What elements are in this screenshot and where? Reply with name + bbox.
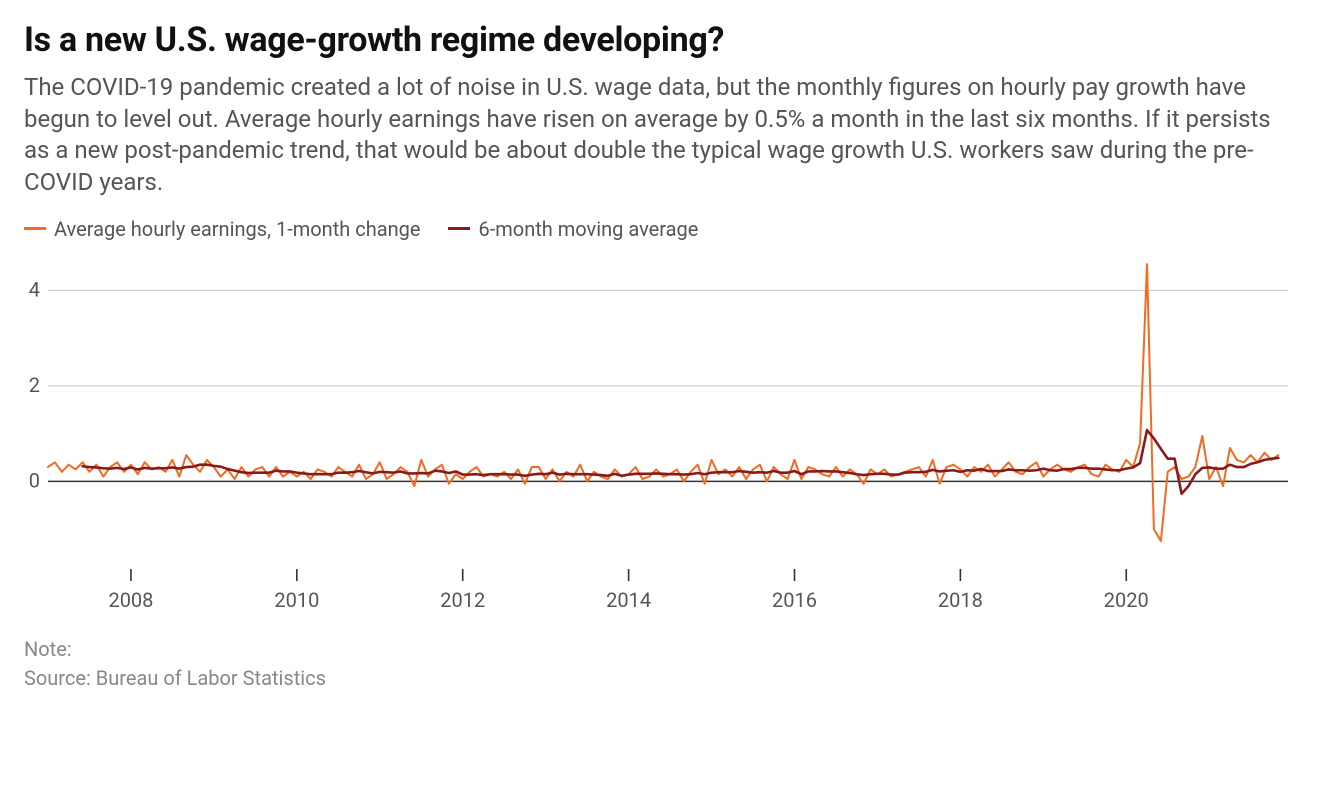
chart-footer: Note: Source: Bureau of Labor Statistics xyxy=(24,635,1296,693)
legend-label-series2: 6-month moving average xyxy=(478,217,698,241)
svg-text:2012: 2012 xyxy=(440,588,485,612)
legend-label-series1: Average hourly earnings, 1-month change xyxy=(54,217,420,241)
svg-text:2014: 2014 xyxy=(606,588,651,612)
legend-item-series2: 6-month moving average xyxy=(448,217,698,241)
svg-text:2010: 2010 xyxy=(274,588,319,612)
svg-text:2020: 2020 xyxy=(1104,588,1149,612)
svg-text:2: 2 xyxy=(29,373,40,397)
svg-text:2018: 2018 xyxy=(938,588,983,612)
svg-text:2016: 2016 xyxy=(772,588,817,612)
chart-description: The COVID-19 pandemic created a lot of n… xyxy=(24,72,1294,199)
footer-source: Source: Bureau of Labor Statistics xyxy=(24,664,1296,693)
legend: Average hourly earnings, 1-month change … xyxy=(24,217,1296,241)
legend-swatch-series2 xyxy=(448,227,470,230)
legend-swatch-series1 xyxy=(24,227,46,230)
legend-item-series1: Average hourly earnings, 1-month change xyxy=(24,217,420,241)
chart-area: 0 2 4 2008 2010 2012 2014 2016 2018 2020 xyxy=(24,247,1296,621)
svg-text:2008: 2008 xyxy=(108,588,153,612)
line-chart-svg: 0 2 4 2008 2010 2012 2014 2016 2018 2020 xyxy=(24,247,1296,617)
footer-note: Note: xyxy=(24,635,1296,664)
svg-text:0: 0 xyxy=(29,468,40,492)
chart-title: Is a new U.S. wage-growth regime develop… xyxy=(24,20,1296,60)
svg-text:4: 4 xyxy=(29,277,40,301)
